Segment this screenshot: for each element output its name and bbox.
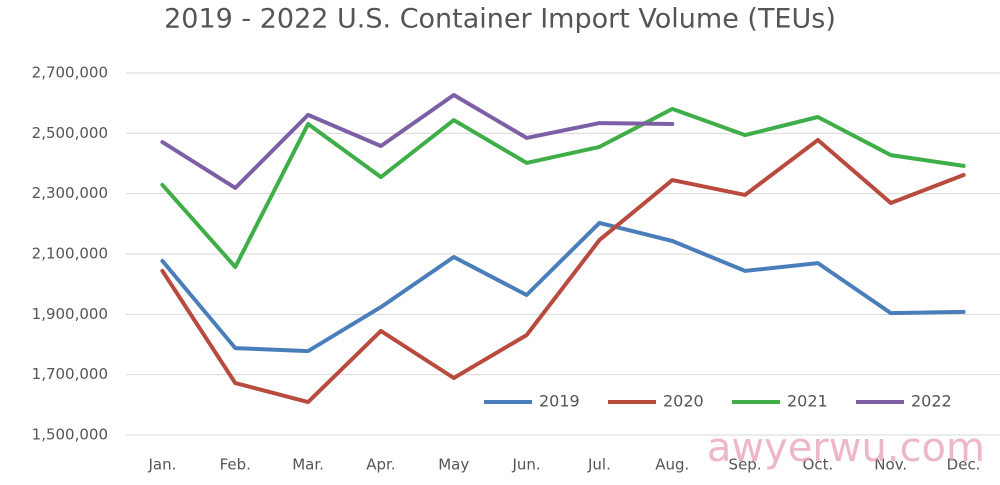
- x-tick-label: Jul.: [587, 456, 611, 474]
- y-tick-label: 1,900,000: [32, 305, 108, 323]
- y-tick-label: 2,100,000: [32, 245, 108, 263]
- x-tick-label: Dec.: [947, 456, 981, 474]
- x-tick-label: Apr.: [366, 456, 395, 474]
- series-line: [160, 220, 966, 354]
- series-line: [160, 106, 966, 269]
- legend-label: 2020: [663, 392, 704, 411]
- x-tick-label: Mar.: [292, 456, 324, 474]
- legend-label: 2022: [911, 392, 952, 411]
- x-tick-label: May: [438, 456, 469, 474]
- y-tick-label: 2,300,000: [32, 184, 108, 202]
- legend-label: 2021: [787, 392, 828, 411]
- y-tick-label: 1,500,000: [32, 426, 108, 444]
- series-line: [160, 93, 675, 190]
- x-tick-label: Aug.: [655, 456, 689, 474]
- watermark: awyerwu.com: [707, 425, 985, 471]
- chart-title: 2019 - 2022 U.S. Container Import Volume…: [164, 4, 836, 35]
- x-tick-label: Sep.: [729, 456, 762, 474]
- x-tick-label: Feb.: [220, 456, 251, 474]
- series-line: [160, 138, 966, 405]
- x-tick-label: Jun.: [511, 456, 540, 474]
- x-tick-label: Nov.: [874, 456, 907, 474]
- legend-label: 2019: [539, 392, 580, 411]
- y-tick-label: 2,700,000: [32, 64, 108, 82]
- x-tick-label: Oct.: [803, 456, 834, 474]
- y-tick-label: 2,500,000: [32, 124, 108, 142]
- y-tick-label: 1,700,000: [32, 365, 108, 383]
- x-tick-label: Jan.: [147, 456, 176, 474]
